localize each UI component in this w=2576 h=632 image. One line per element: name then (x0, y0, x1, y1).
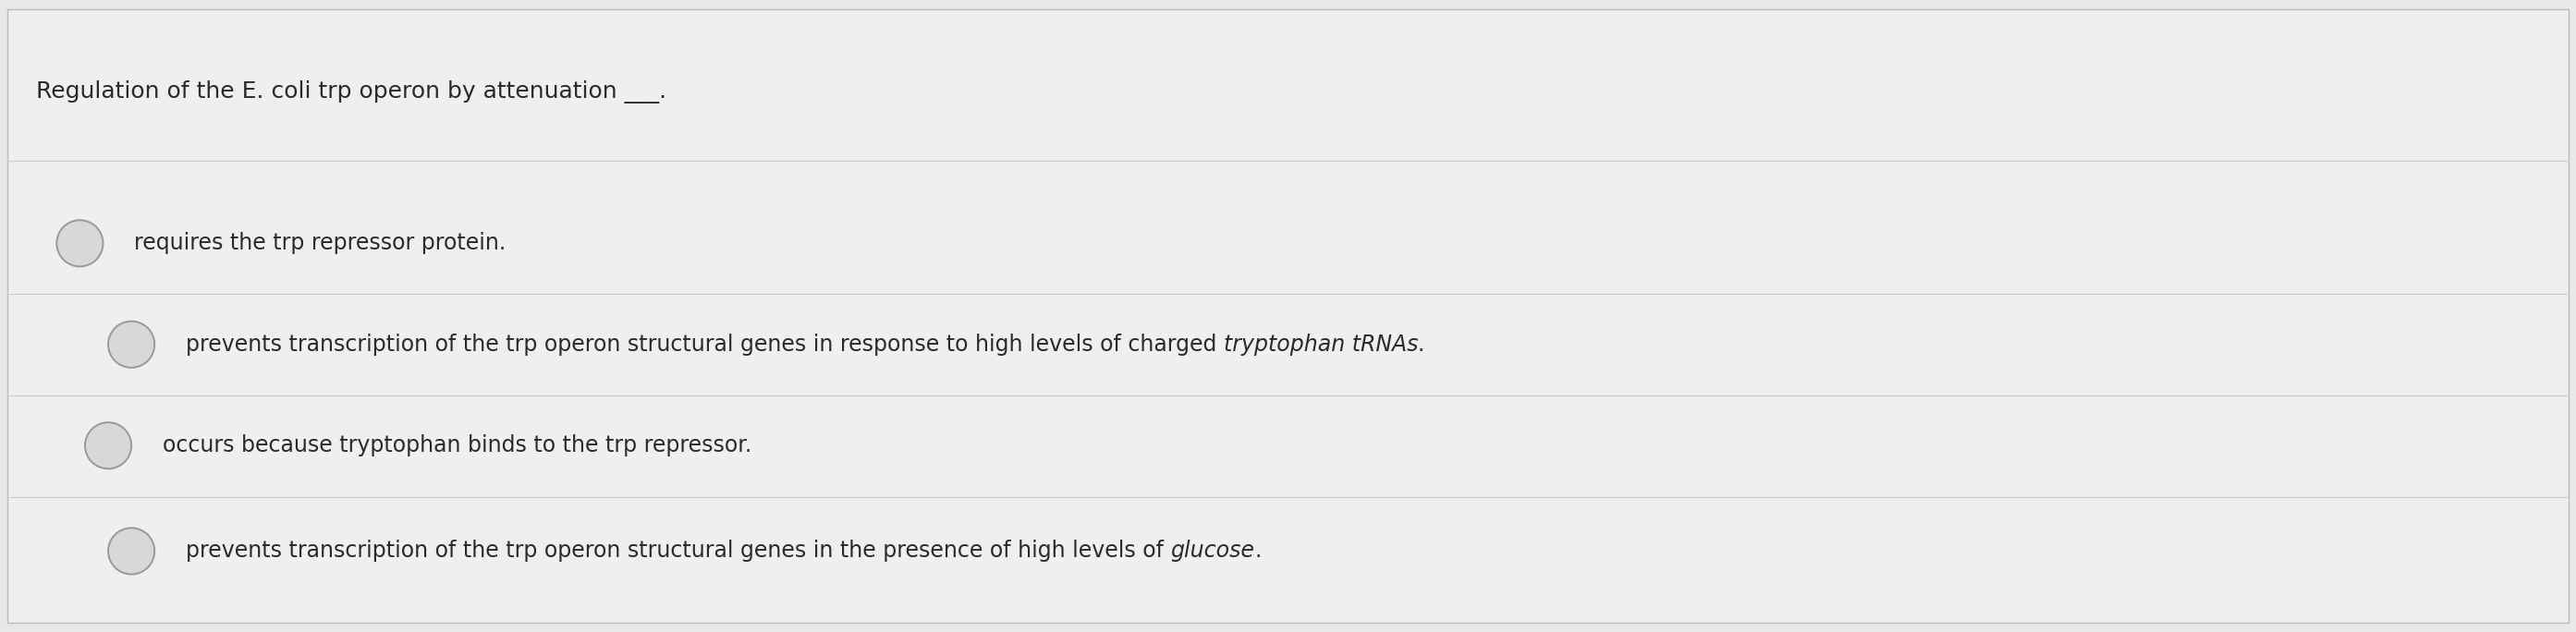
Text: .: . (1255, 540, 1262, 562)
Text: requires the trp repressor protein.: requires the trp repressor protein. (134, 232, 505, 255)
Text: prevents transcription of the trp operon structural genes in response to high le: prevents transcription of the trp operon… (185, 333, 1224, 356)
Text: tryptophan tRNAs: tryptophan tRNAs (1224, 333, 1417, 356)
Ellipse shape (85, 422, 131, 469)
Text: prevents transcription of the trp operon structural genes in the presence of hig: prevents transcription of the trp operon… (185, 540, 1170, 562)
Text: glucose: glucose (1170, 540, 1255, 562)
FancyBboxPatch shape (8, 9, 2568, 623)
Text: .: . (1417, 333, 1425, 356)
Ellipse shape (108, 321, 155, 368)
Ellipse shape (57, 220, 103, 267)
Ellipse shape (108, 528, 155, 574)
Text: occurs because tryptophan binds to the trp repressor.: occurs because tryptophan binds to the t… (162, 434, 752, 457)
Text: Regulation of the E. coli trp operon by attenuation ___.: Regulation of the E. coli trp operon by … (36, 80, 667, 103)
